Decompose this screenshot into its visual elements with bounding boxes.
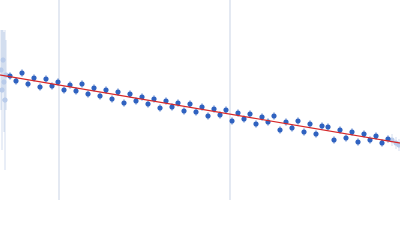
page: (() => { const data = JSON.parse(documen… <box>0 0 400 200</box>
data-point <box>73 88 79 94</box>
data-point <box>91 85 97 91</box>
data-point <box>361 131 367 137</box>
data-point <box>307 121 313 127</box>
data-point <box>25 81 31 87</box>
data-point <box>97 93 103 99</box>
data-point <box>169 104 175 110</box>
data-point <box>13 78 19 84</box>
data-point <box>223 107 229 113</box>
data-point <box>85 91 91 97</box>
data-point <box>79 81 85 87</box>
data-point <box>127 91 133 97</box>
data-point <box>115 89 121 95</box>
data-point <box>0 57 6 63</box>
data-point <box>133 98 139 104</box>
data-point <box>193 109 199 115</box>
data-point <box>103 87 109 93</box>
data-point <box>277 127 283 133</box>
data-point <box>343 135 349 141</box>
data-point <box>325 124 331 130</box>
data-point <box>55 79 61 85</box>
data-point <box>49 83 55 89</box>
data-point <box>61 87 67 93</box>
data-point <box>205 113 211 119</box>
data-point <box>313 131 319 137</box>
data-point <box>373 133 379 139</box>
chart <box>0 0 400 200</box>
data-point <box>0 67 4 73</box>
data-point <box>157 105 163 111</box>
data-point <box>247 111 253 117</box>
data-point <box>187 101 193 107</box>
data-point <box>259 114 265 120</box>
data-point <box>301 129 307 135</box>
data-point <box>331 137 337 143</box>
fit-line <box>0 74 400 144</box>
data-point <box>211 106 217 112</box>
data-point <box>175 100 181 106</box>
data-point <box>19 70 25 76</box>
data-point <box>229 118 235 124</box>
data-point <box>253 121 259 127</box>
data-point <box>163 98 169 104</box>
data-point <box>181 108 187 114</box>
data-point <box>355 139 361 145</box>
data-point <box>2 97 8 103</box>
data-point <box>396 142 400 148</box>
data-point <box>0 87 5 93</box>
data-point <box>109 96 115 102</box>
data-point <box>349 129 355 135</box>
data-point <box>199 104 205 110</box>
data-point <box>241 116 247 122</box>
data-point <box>295 118 301 124</box>
data-point <box>379 140 385 146</box>
data-point <box>37 84 43 90</box>
data-point <box>235 110 241 116</box>
data-point <box>319 123 325 129</box>
data-point <box>1 79 7 85</box>
data-point <box>289 125 295 131</box>
data-point <box>121 100 127 106</box>
data-point <box>145 101 151 107</box>
data-point <box>217 112 223 118</box>
data-point <box>151 96 157 102</box>
data-point <box>337 127 343 133</box>
data-point <box>31 75 37 81</box>
data-point <box>139 94 145 100</box>
data-point <box>271 113 277 119</box>
data-point <box>43 76 49 82</box>
